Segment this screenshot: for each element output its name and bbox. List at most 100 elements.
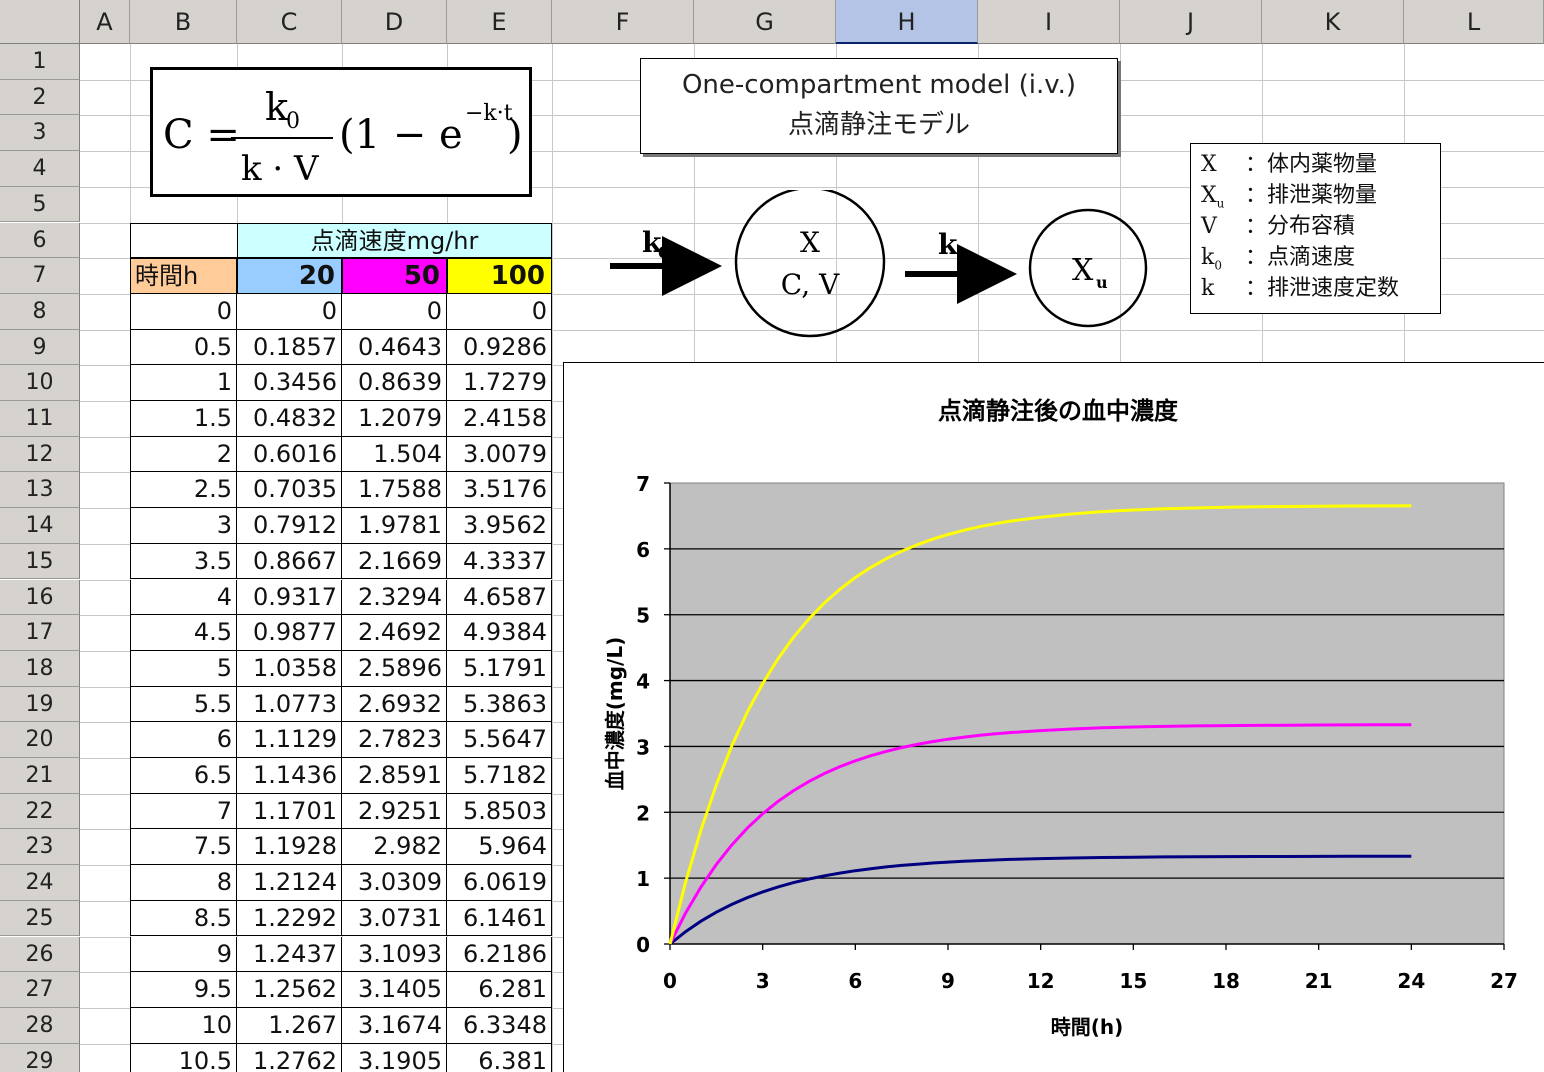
row-header-26[interactable]: 26 xyxy=(0,936,80,973)
chart-area[interactable]: 点滴静注後の血中濃度 0 1 2 3 4 5 6 7 0 3 6 9 12 15 18 21 24 27 時間(h) 血… xyxy=(563,362,1544,1072)
table-cell[interactable]: 10 xyxy=(130,1007,237,1044)
table-cell[interactable]: 5.7182 xyxy=(447,758,552,794)
table-cell[interactable]: 2.982 xyxy=(342,829,447,866)
table-cell[interactable]: 0.9317 xyxy=(237,579,342,616)
row-header-7[interactable]: 7 xyxy=(0,258,80,294)
table-cell[interactable]: 1.0358 xyxy=(237,650,342,687)
table-cell[interactable]: 4.5 xyxy=(130,615,237,651)
table-cell[interactable]: 0.8667 xyxy=(237,543,342,580)
row-header-8[interactable]: 8 xyxy=(0,293,80,330)
table-cell[interactable]: 5.1791 xyxy=(447,650,552,687)
table-cell[interactable]: 3.1905 xyxy=(342,1043,447,1072)
rate-value-100[interactable]: 100 xyxy=(447,258,552,294)
table-cell[interactable]: 6.1461 xyxy=(447,900,552,937)
table-cell[interactable]: 1.504 xyxy=(342,436,447,473)
table-cell[interactable]: 0.5 xyxy=(130,329,237,366)
table-cell[interactable]: 2.6932 xyxy=(342,686,447,723)
row-header-9[interactable]: 9 xyxy=(0,329,80,366)
table-cell[interactable]: 5 xyxy=(130,650,237,687)
row-header-13[interactable]: 13 xyxy=(0,472,80,509)
table-cell[interactable]: 8.5 xyxy=(130,900,237,937)
table-cell[interactable]: 1.0773 xyxy=(237,686,342,723)
column-header-g[interactable]: G xyxy=(694,0,836,44)
rate-value-20[interactable]: 20 xyxy=(237,258,342,294)
table-cell[interactable]: 6.3348 xyxy=(447,1007,552,1044)
table-cell[interactable]: 2.4158 xyxy=(447,401,552,437)
table-cell[interactable]: 0 xyxy=(447,293,552,330)
row-header-6[interactable]: 6 xyxy=(0,222,80,259)
column-header-a[interactable]: A xyxy=(80,0,130,44)
table-cell[interactable]: 3.0309 xyxy=(342,865,447,901)
table-cell[interactable]: 3.1405 xyxy=(342,972,447,1008)
table-cell[interactable]: 1.2562 xyxy=(237,972,342,1008)
row-header-4[interactable]: 4 xyxy=(0,151,80,187)
table-cell[interactable]: 3.5 xyxy=(130,543,237,580)
row-header-17[interactable]: 17 xyxy=(0,615,80,651)
rate-header-cell[interactable]: 点滴速度mg/hr xyxy=(237,222,552,259)
table-cell[interactable]: 5.3863 xyxy=(447,686,552,723)
table-cell[interactable]: 0.9286 xyxy=(447,329,552,366)
table-cell[interactable]: 1.1129 xyxy=(237,722,342,758)
column-header-f[interactable]: F xyxy=(552,0,694,44)
table-cell[interactable]: 1.2124 xyxy=(237,865,342,901)
table-cell[interactable]: 2.5 xyxy=(130,472,237,509)
table-cell[interactable]: 2.1669 xyxy=(342,543,447,580)
table-cell[interactable]: 0.7035 xyxy=(237,472,342,509)
table-cell[interactable]: 4.3337 xyxy=(447,543,552,580)
table-cell[interactable]: 0.8639 xyxy=(342,365,447,401)
table-cell[interactable]: 1.7279 xyxy=(447,365,552,401)
table-cell[interactable]: 2 xyxy=(130,436,237,473)
table-cell[interactable]: 3.1093 xyxy=(342,936,447,973)
table-cell[interactable]: 5.8503 xyxy=(447,793,552,830)
row-header-14[interactable]: 14 xyxy=(0,508,80,544)
table-cell[interactable]: 6.0619 xyxy=(447,865,552,901)
column-header-e[interactable]: E xyxy=(447,0,552,44)
column-header-l[interactable]: L xyxy=(1404,0,1544,44)
table-cell[interactable]: 2.7823 xyxy=(342,722,447,758)
column-header-k[interactable]: K xyxy=(1262,0,1404,44)
table-cell[interactable]: 1.7588 xyxy=(342,472,447,509)
table-cell[interactable]: 0.3456 xyxy=(237,365,342,401)
row-header-20[interactable]: 20 xyxy=(0,722,80,758)
table-cell[interactable]: 5.964 xyxy=(447,829,552,866)
table-cell[interactable]: 1.5 xyxy=(130,401,237,437)
rate-value-50[interactable]: 50 xyxy=(342,258,447,294)
table-cell[interactable]: 2.5896 xyxy=(342,650,447,687)
table-cell[interactable]: 3 xyxy=(130,508,237,544)
table-cell[interactable]: 6.381 xyxy=(447,1043,552,1072)
row-header-27[interactable]: 27 xyxy=(0,972,80,1008)
column-header-i[interactable]: I xyxy=(978,0,1120,44)
row-header-23[interactable]: 23 xyxy=(0,829,80,866)
row-header-2[interactable]: 2 xyxy=(0,79,80,116)
table-cell[interactable]: 1.1701 xyxy=(237,793,342,830)
table-cell[interactable]: 6.2186 xyxy=(447,936,552,973)
row-header-29[interactable]: 29 xyxy=(0,1043,80,1072)
row-header-10[interactable]: 10 xyxy=(0,365,80,401)
row-header-24[interactable]: 24 xyxy=(0,865,80,901)
table-cell[interactable]: 2.3294 xyxy=(342,579,447,616)
table-cell[interactable]: 0.9877 xyxy=(237,615,342,651)
table-cell[interactable]: 0 xyxy=(237,293,342,330)
table-cell[interactable]: 0 xyxy=(342,293,447,330)
table-cell[interactable]: 5.5647 xyxy=(447,722,552,758)
table-cell[interactable]: 6 xyxy=(130,722,237,758)
row-header-12[interactable]: 12 xyxy=(0,436,80,473)
table-cell[interactable]: 4 xyxy=(130,579,237,616)
table-cell[interactable]: 3.9562 xyxy=(447,508,552,544)
table-cell[interactable]: 1.2079 xyxy=(342,401,447,437)
table-cell[interactable]: 0.4643 xyxy=(342,329,447,366)
row-header-3[interactable]: 3 xyxy=(0,115,80,152)
table-cell[interactable]: 1.2762 xyxy=(237,1043,342,1072)
cell-b6[interactable] xyxy=(130,222,237,259)
table-cell[interactable]: 4.9384 xyxy=(447,615,552,651)
table-cell[interactable]: 0.7912 xyxy=(237,508,342,544)
table-cell[interactable]: 6.281 xyxy=(447,972,552,1008)
table-cell[interactable]: 6.5 xyxy=(130,758,237,794)
table-cell[interactable]: 1.2292 xyxy=(237,900,342,937)
row-header-5[interactable]: 5 xyxy=(0,186,80,223)
table-cell[interactable]: 7 xyxy=(130,793,237,830)
table-cell[interactable]: 1.1928 xyxy=(237,829,342,866)
row-header-19[interactable]: 19 xyxy=(0,686,80,723)
table-cell[interactable]: 1.2437 xyxy=(237,936,342,973)
table-cell[interactable]: 1.267 xyxy=(237,1007,342,1044)
